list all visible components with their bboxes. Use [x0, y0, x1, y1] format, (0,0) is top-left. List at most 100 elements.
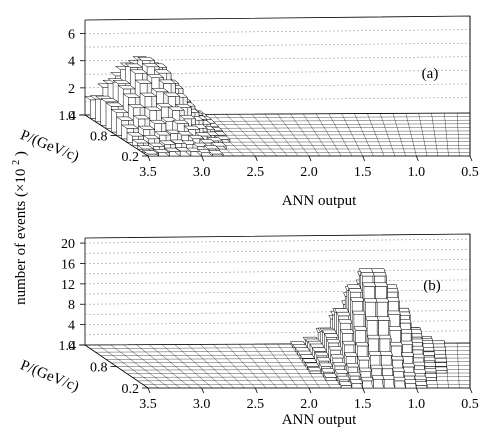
- histogram-bar-top: [347, 372, 362, 377]
- histogram-bar-top: [158, 140, 177, 145]
- x-tick-label: 3.5: [139, 397, 157, 412]
- histogram-bar-top: [434, 366, 448, 371]
- histogram-bar: [405, 383, 417, 389]
- histogram-bar-top: [323, 373, 338, 378]
- x-tick-label: 2.5: [247, 397, 265, 412]
- histogram-bar-top: [316, 357, 332, 362]
- histogram-bar-top: [136, 145, 155, 150]
- histogram-bar-top: [162, 92, 181, 97]
- gridline-minor: [84, 310, 471, 315]
- histogram-bar-top: [185, 147, 203, 152]
- histogram-bar-top: [382, 375, 396, 380]
- histogram-bar-top: [388, 326, 402, 331]
- z-tick-label: 0: [68, 339, 75, 354]
- histogram-bar-top: [334, 369, 349, 374]
- histogram-bar-top: [358, 268, 374, 273]
- gridline: [84, 259, 471, 264]
- histogram-bar-top: [360, 272, 375, 277]
- x-tick: [147, 387, 151, 394]
- z-tick-label: 12: [61, 278, 75, 293]
- histogram-bar-top: [401, 352, 415, 357]
- histogram-bar-top: [141, 150, 160, 155]
- x-tick-label: 1.0: [408, 397, 426, 412]
- gridline: [84, 238, 471, 244]
- histogram-bar-top: [378, 334, 392, 340]
- x-tick-label: 3.5: [139, 165, 157, 180]
- x-tick: [308, 387, 312, 394]
- histogram-bar-top: [365, 316, 379, 321]
- z-tick-label: 0: [68, 109, 75, 124]
- histogram-bar-top: [149, 119, 167, 124]
- histogram-bar-top: [151, 88, 169, 93]
- histogram-bar-top: [321, 329, 337, 334]
- histogram-bar-top: [338, 381, 353, 386]
- shared-ylabel: number of events (×10 2 ): [7, 151, 29, 305]
- x-tick-label: 1.5: [354, 397, 372, 412]
- histogram-bar-top: [392, 367, 405, 372]
- x-tick-label: 2.0: [300, 397, 318, 412]
- gridline: [84, 29, 471, 34]
- x-tick: [147, 155, 151, 162]
- histogram-bar-top: [110, 109, 130, 114]
- histogram-bar-top: [127, 104, 146, 109]
- x-tick: [254, 155, 258, 162]
- histogram-bar: [309, 370, 322, 374]
- histogram-bar-top: [423, 367, 437, 373]
- histogram-bar-top: [144, 106, 163, 111]
- histogram-bar-top: [320, 368, 336, 373]
- x-tick: [362, 155, 366, 162]
- histogram-bar-top: [415, 381, 428, 386]
- histogram-bar-top: [375, 298, 390, 303]
- p-tick-label: 0.8: [90, 130, 108, 145]
- histogram-bar-top: [311, 347, 327, 352]
- histogram-bar-top: [132, 115, 151, 120]
- histogram-bar-top: [330, 354, 345, 359]
- histogram-bar-top: [304, 362, 320, 367]
- histogram-bar-top: [369, 364, 384, 370]
- histogram-bar-top: [307, 366, 322, 372]
- histogram-bar-top: [328, 346, 343, 351]
- p-axis-label: P/(GeV/c): [18, 357, 81, 395]
- histogram-bar-top: [351, 310, 366, 316]
- histogram-bar-top: [413, 369, 426, 374]
- histogram-bar-top: [403, 371, 416, 377]
- histogram-bar-top: [152, 149, 171, 153]
- histogram-bar-top: [176, 131, 194, 136]
- histogram-bar-top: [358, 367, 373, 372]
- histogram-bar-top: [366, 334, 381, 340]
- histogram-bar-top: [423, 362, 436, 367]
- histogram-bar-top: [371, 375, 385, 380]
- x-tick: [415, 387, 419, 394]
- histogram-bar-top: [117, 85, 136, 90]
- histogram-bar: [340, 385, 353, 389]
- histogram-bar-top: [353, 326, 368, 331]
- gridline: [84, 279, 471, 285]
- histogram-bar-top: [341, 340, 357, 346]
- x-tick-label: 0.5: [461, 165, 479, 180]
- histogram-bar-top: [297, 350, 313, 355]
- x-tick: [362, 387, 366, 394]
- x-tick-label: 1.0: [408, 165, 426, 180]
- svg-text:number of events: number of events (×10 2 ): [7, 151, 29, 305]
- histogram-bar-top: [368, 351, 382, 356]
- histogram-bar-top: [357, 356, 371, 361]
- histogram-bar-top: [372, 272, 387, 277]
- gridline-minor: [84, 248, 471, 254]
- histogram-bar-top: [112, 80, 132, 84]
- histogram-bar-top: [332, 361, 347, 367]
- histogram-bar-top: [433, 358, 447, 363]
- x-tick: [201, 387, 205, 394]
- histogram-bar-top: [139, 92, 158, 97]
- back-wall-frame: [84, 233, 471, 343]
- histogram-bar-top: [137, 125, 156, 130]
- histogram-bar-top: [309, 343, 325, 348]
- z-tick-label: 6: [68, 28, 75, 43]
- x-axis-label: ANN output: [282, 193, 357, 209]
- z-tick-label: 4: [68, 319, 75, 334]
- histogram-bar-top: [339, 329, 355, 334]
- histogram-bar-top: [404, 379, 417, 384]
- gridline: [84, 320, 471, 325]
- histogram-bar-top: [424, 373, 438, 378]
- x-tick-label: 3.0: [193, 165, 211, 180]
- histogram-bar-top: [373, 282, 388, 287]
